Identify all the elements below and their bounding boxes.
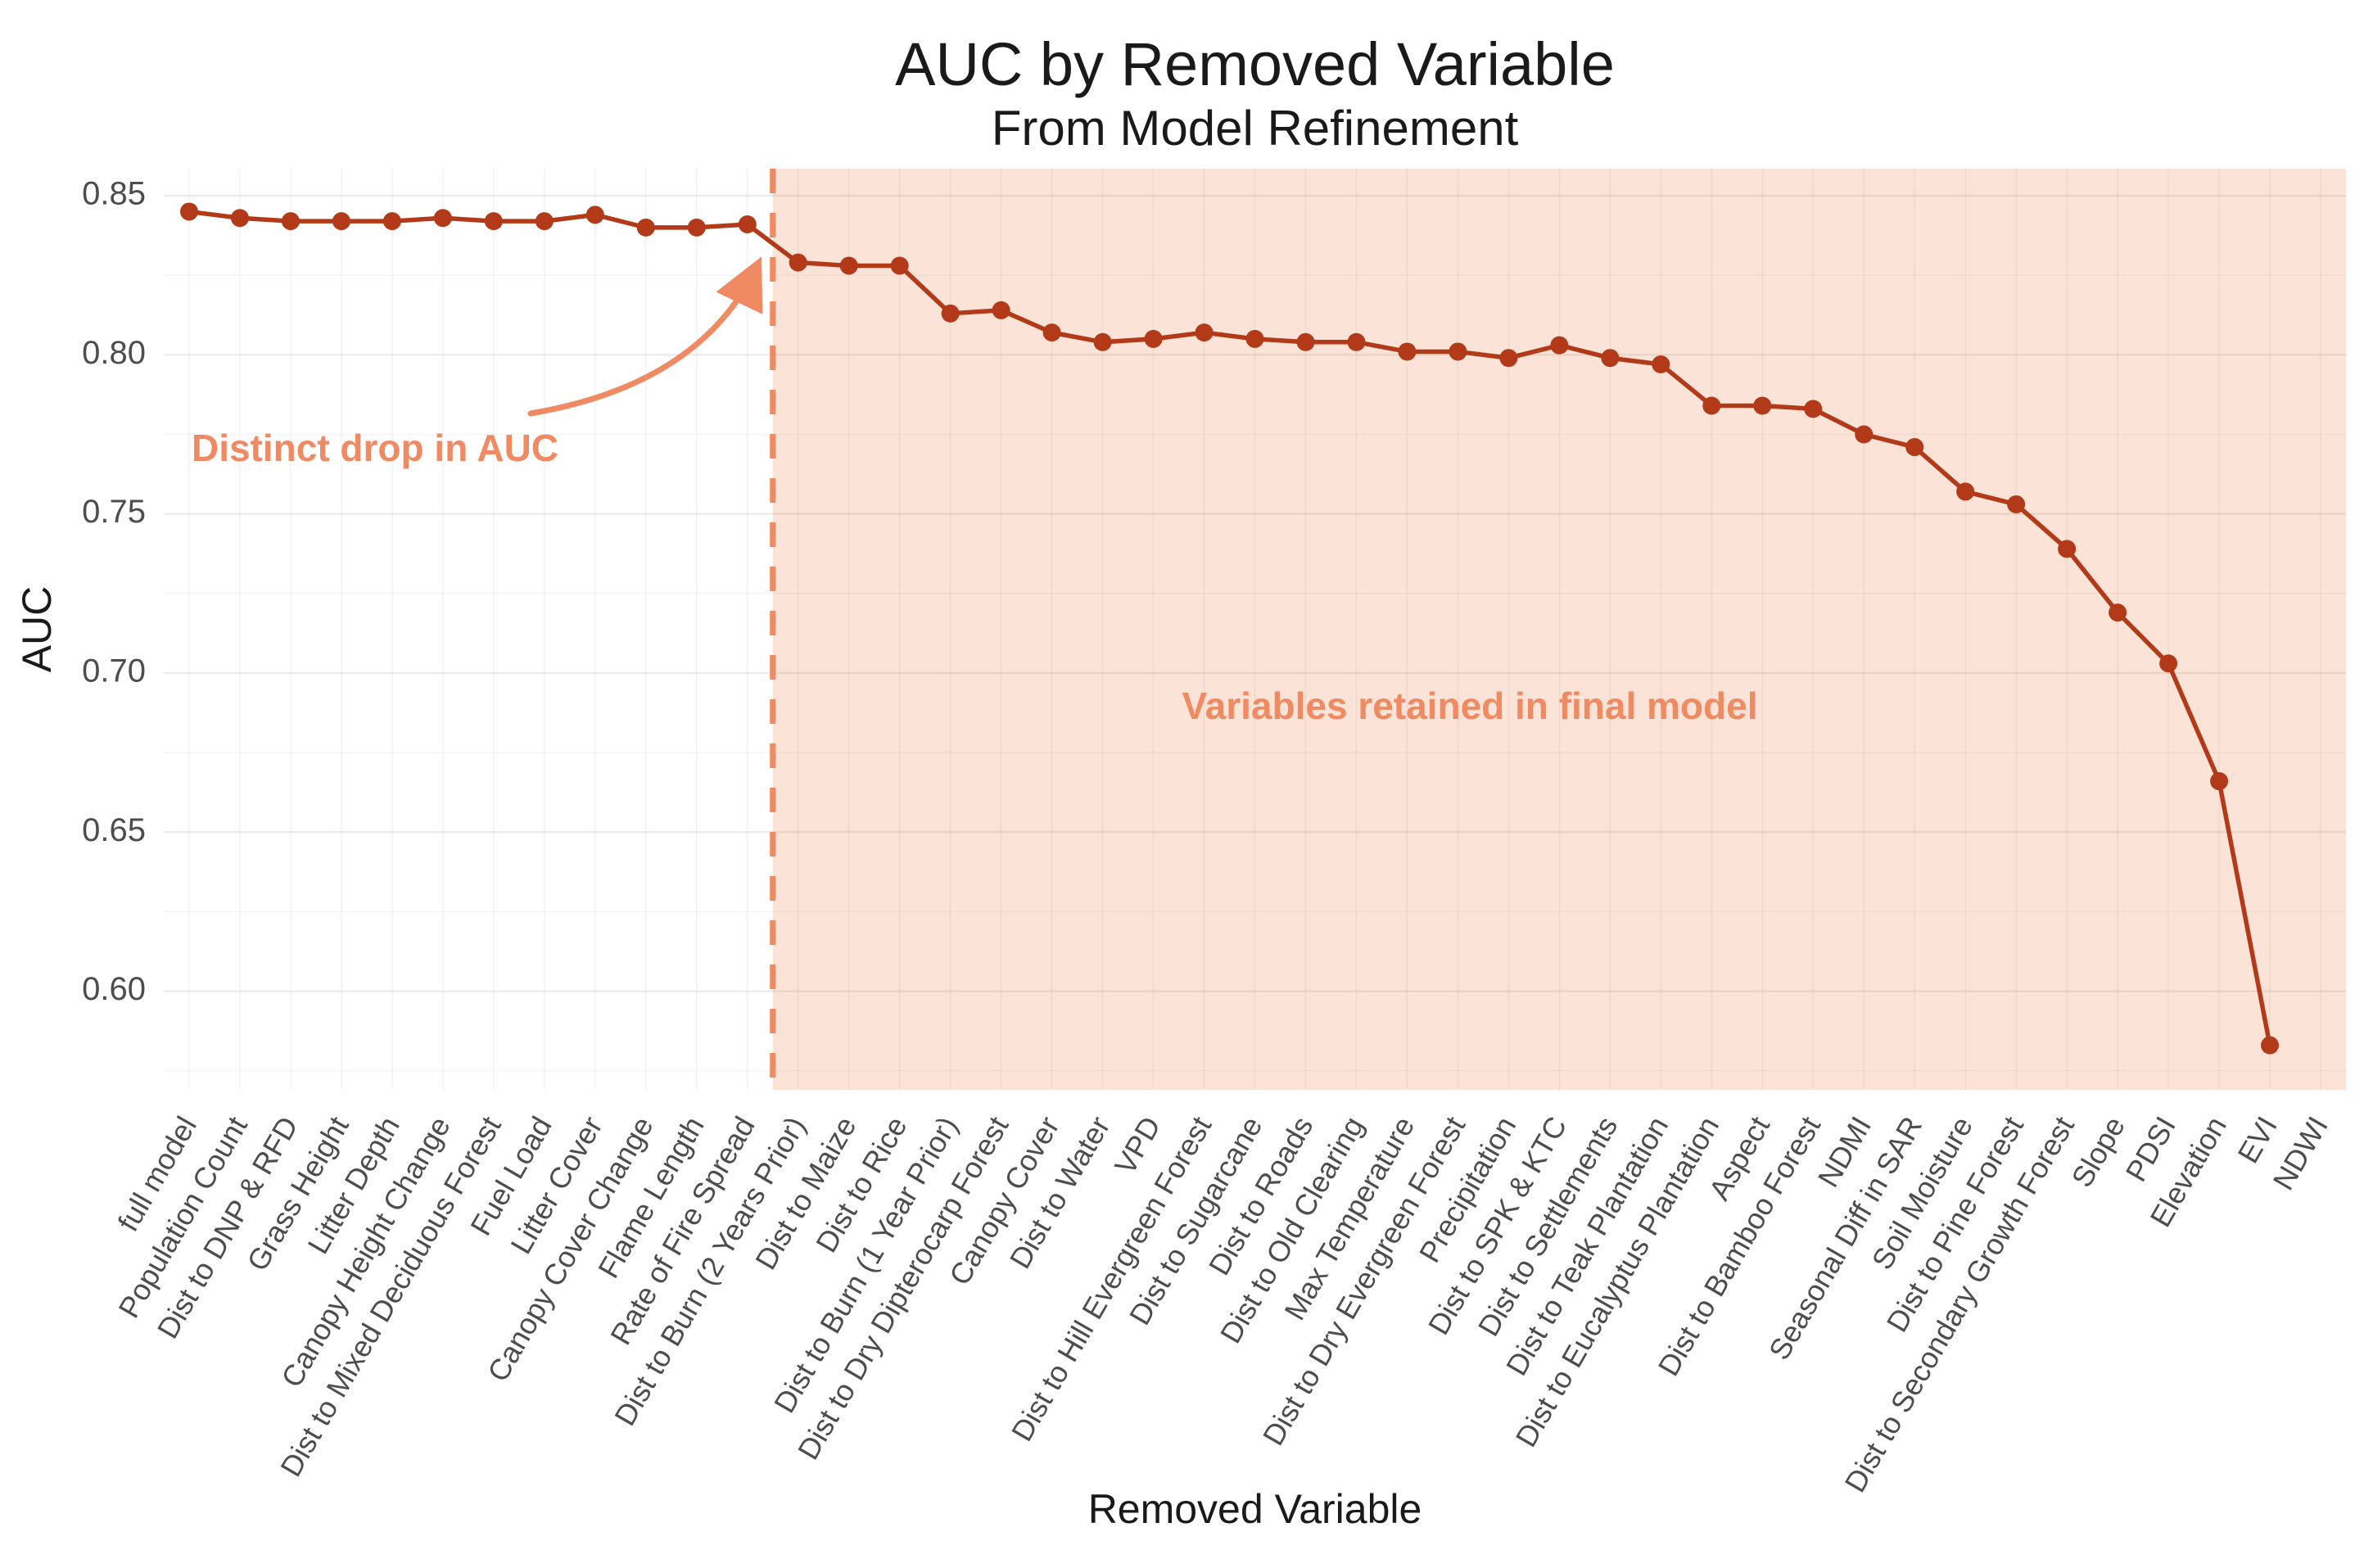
data-point [1093, 332, 1112, 351]
data-point [1855, 425, 1874, 444]
retained-variables-region [772, 169, 2346, 1090]
annotation-retained-label: Variables retained in final model [1182, 685, 1757, 727]
data-point [585, 206, 604, 224]
data-point [1144, 329, 1163, 348]
y-axis-tick-label: 0.80 [82, 335, 146, 371]
data-point [433, 209, 452, 228]
data-point [2159, 654, 2178, 673]
y-axis-tick-label: 0.85 [82, 176, 146, 212]
data-point [1296, 332, 1315, 351]
data-point [484, 212, 503, 231]
annotation-distinct-drop: Distinct drop in AUC [192, 427, 558, 469]
x-axis-tick-label: Slope [2064, 1111, 2131, 1193]
data-point [1195, 323, 1214, 342]
data-point [1956, 482, 1975, 501]
annotation-arrow [527, 256, 763, 417]
y-axis-tick-label: 0.60 [82, 971, 146, 1007]
y-axis-tick-label: 0.65 [82, 812, 146, 848]
x-axis-tick-label: EVI [2231, 1111, 2284, 1169]
data-point [230, 209, 249, 228]
data-point [687, 218, 706, 237]
data-point [2210, 772, 2229, 791]
data-point [2058, 540, 2077, 558]
data-point [281, 212, 300, 231]
x-axis-title: Removed Variable [1088, 1486, 1422, 1532]
data-point [789, 253, 807, 272]
data-point [1449, 342, 1467, 361]
data-point [1550, 336, 1569, 355]
data-point [890, 256, 909, 275]
chart-title: AUC by Removed Variable [895, 30, 1615, 98]
data-point [1753, 396, 1772, 415]
data-point [839, 256, 858, 275]
data-point [636, 218, 655, 237]
data-point [1905, 438, 1924, 457]
data-point [1042, 323, 1061, 342]
data-point [941, 304, 960, 323]
y-axis-title: AUC [14, 586, 60, 673]
chart-subtitle: From Model Refinement [991, 101, 1519, 156]
y-axis-tick-label: 0.70 [82, 653, 146, 689]
data-point [992, 300, 1010, 319]
data-point [332, 212, 350, 231]
data-point [1804, 400, 1823, 418]
data-point [1398, 342, 1417, 361]
y-axis-tick-label: 0.75 [82, 494, 146, 530]
data-point [382, 212, 401, 231]
data-point [1702, 396, 1721, 415]
data-point [1652, 355, 1670, 373]
data-point [535, 212, 554, 231]
data-point [179, 202, 198, 221]
data-point [738, 215, 757, 234]
data-point [1499, 349, 1518, 368]
data-point [2007, 495, 2026, 513]
data-point [2109, 603, 2127, 622]
data-point [1245, 329, 1264, 348]
data-point [1601, 349, 1620, 368]
data-point [2261, 1036, 2280, 1055]
data-point [1347, 332, 1366, 351]
